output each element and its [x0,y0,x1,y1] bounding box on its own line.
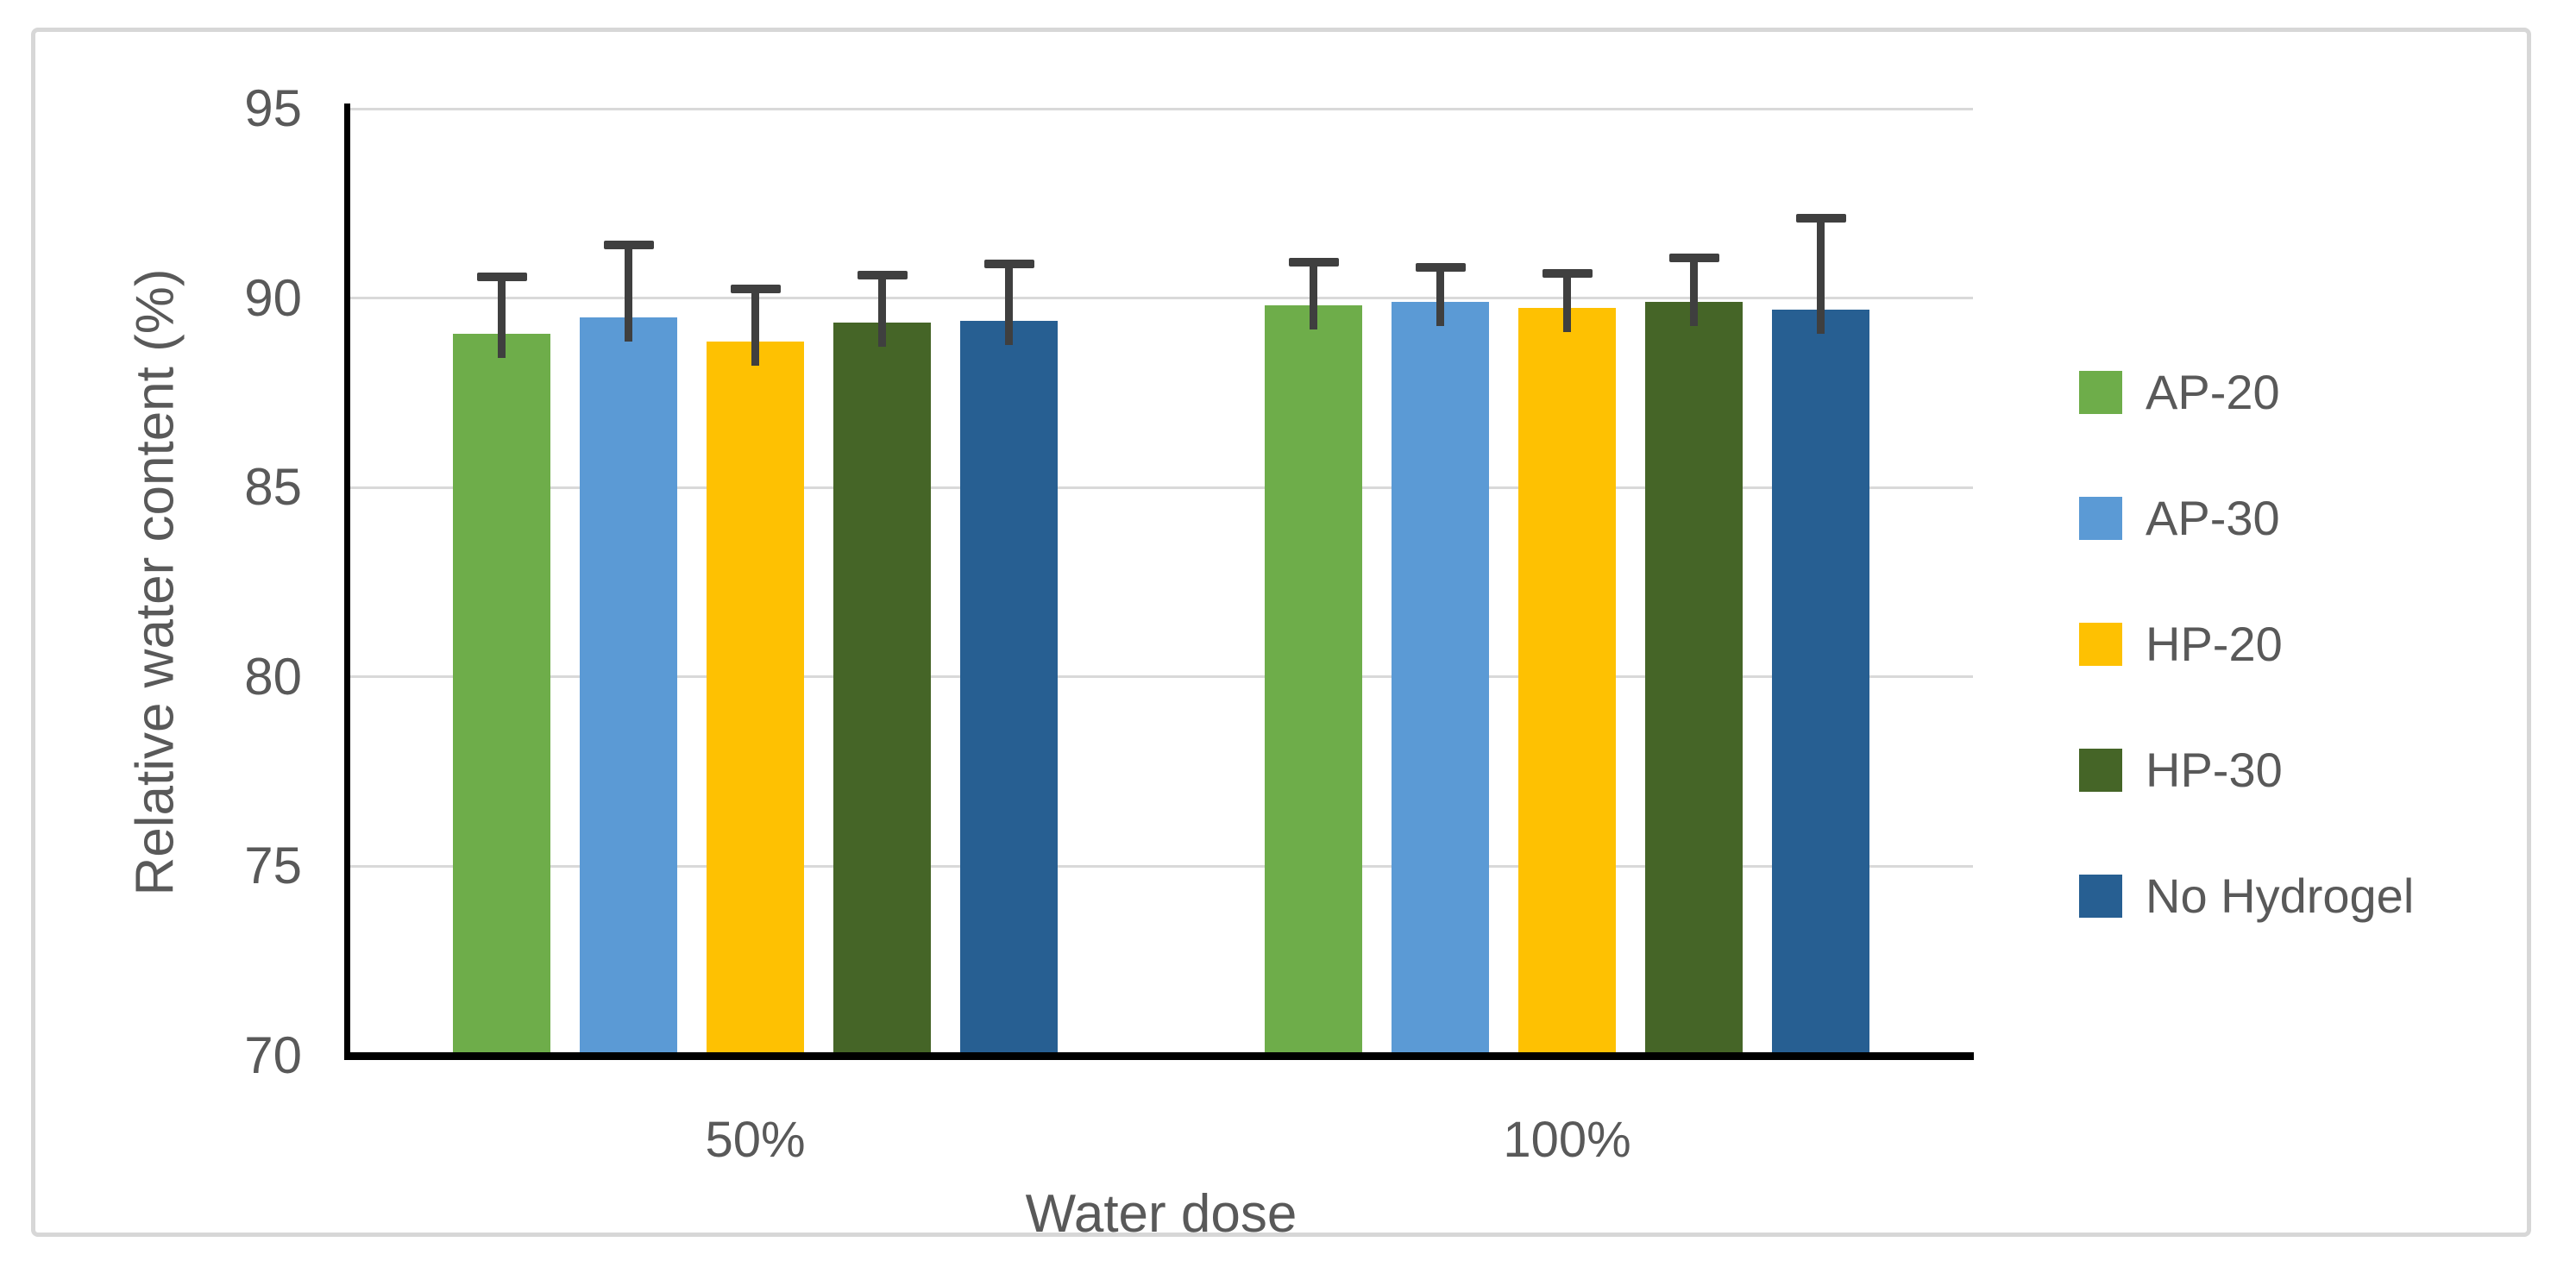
y-tick-label-85: 85 [244,458,302,517]
legend-swatch-HP-20 [2079,623,2122,666]
error-bar-stem-AP-30-100% [1436,267,1444,326]
error-bar-stem-AP-20-100% [1310,261,1317,330]
error-bar-cap-No Hydrogel-100% [1795,214,1846,223]
error-bar-cap-AP-20-50% [476,273,527,282]
legend-swatch-AP-20 [2079,371,2122,414]
error-bar-stem-HP-20-50% [751,288,759,367]
error-bar-cap-HP-20-100% [1542,269,1593,279]
gridline-95 [349,107,1973,110]
legend-swatch-HP-30 [2079,749,2122,792]
gridline-90 [349,297,1973,300]
gridline-85 [349,486,1973,489]
y-tick-label-75: 75 [244,837,302,895]
bar-HP-30-100% [1645,301,1743,1056]
y-axis-title: Relative water content (%) [125,268,185,896]
bar-No Hydrogel-50% [960,320,1058,1056]
error-bar-cap-HP-30-100% [1668,254,1719,263]
bar-AP-30-50% [580,317,677,1056]
y-tick-label-70: 70 [244,1026,302,1084]
error-bar-cap-No Hydrogel-50% [983,260,1034,269]
bar-HP-30-50% [833,323,931,1056]
bar-AP-20-50% [453,334,550,1056]
bar-AP-30-100% [1392,301,1489,1056]
category-label-50%: 50% [705,1112,806,1168]
legend-label-HP-20: HP-20 [2146,617,2283,671]
legend-label-HP-30: HP-30 [2146,743,2283,797]
x-axis-line [344,1052,1974,1060]
x-axis-title: Water dose [1025,1184,1297,1244]
error-bar-stem-HP-30-50% [878,275,886,348]
bar-HP-20-50% [707,342,804,1056]
error-bar-cap-AP-20-100% [1288,257,1339,267]
legend-swatch-AP-30 [2079,497,2122,540]
error-bar-stem-HP-20-100% [1563,273,1571,332]
bar-No Hydrogel-100% [1772,309,1869,1056]
error-bar-cap-HP-30-50% [857,271,908,280]
legend-label-AP-30: AP-30 [2146,491,2280,545]
legend-label-No Hydrogel: No Hydrogel [2146,869,2415,923]
error-bar-cap-AP-30-100% [1415,263,1466,273]
y-tick-label-95: 95 [244,79,302,137]
legend-swatch-No Hydrogel [2079,875,2122,918]
error-bar-stem-AP-30-50% [625,245,632,342]
y-tick-label-80: 80 [244,647,302,706]
y-tick-label-90: 90 [244,268,302,327]
error-bar-stem-No Hydrogel-50% [1005,264,1013,345]
error-bar-cap-AP-30-50% [603,241,654,250]
category-label-100%: 100% [1503,1112,1631,1168]
error-bar-stem-HP-30-100% [1690,258,1698,326]
error-bar-stem-AP-20-50% [498,277,506,359]
y-axis-line [344,104,350,1059]
error-bar-cap-HP-20-50% [730,284,781,293]
legend-label-AP-20: AP-20 [2146,365,2280,419]
bar-HP-20-100% [1518,307,1616,1056]
error-bar-stem-No Hydrogel-100% [1817,218,1825,334]
gridline-75 [349,864,1973,868]
gridline-80 [349,675,1973,679]
bar-AP-20-100% [1265,305,1362,1056]
